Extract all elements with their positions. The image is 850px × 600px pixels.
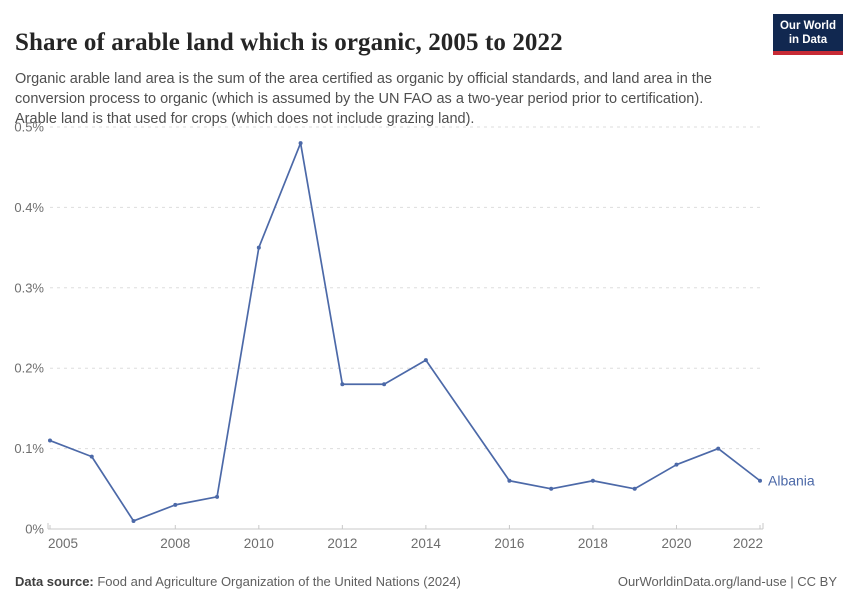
x-tick-label: 2014 <box>411 536 442 551</box>
owid-url-link[interactable]: OurWorldinData.org/land-use | CC BY <box>617 574 837 589</box>
data-source: Data source: Food and Agriculture Organi… <box>15 574 461 589</box>
line-chart-canvas[interactable]: 0% 0.1% 0.2% 0.3% 0.4% 0.5% 2005 2008 2010 2012 20… <box>0 115 850 560</box>
y-tick-label: 0.4% <box>14 200 44 215</box>
data-point <box>549 486 554 491</box>
owid-logo-line2: in Data <box>788 34 828 47</box>
owid-logo-line1: Our World <box>779 20 836 32</box>
data-point <box>632 486 637 491</box>
x-tick-label: 2005 <box>48 536 78 551</box>
y-tick-label: 0% <box>25 522 44 537</box>
data-source-text: Food and Agriculture Organization of the… <box>93 574 461 589</box>
x-tick-label: 2022 <box>733 536 763 551</box>
x-tick-label: 2016 <box>494 536 524 551</box>
owid-logo[interactable]: Our World in Data <box>772 14 843 56</box>
data-point <box>48 438 52 443</box>
x-tick-label: 2010 <box>244 536 274 551</box>
series-label-albania[interactable]: Albania <box>768 472 815 488</box>
data-point <box>423 358 428 363</box>
chart-footer: Data source: Food and Agriculture Organi… <box>15 574 837 589</box>
data-point <box>507 478 512 483</box>
data-point <box>298 141 303 146</box>
y-tick-label: 0.1% <box>14 441 44 456</box>
series-line-albania <box>49 142 761 522</box>
data-point <box>173 502 178 507</box>
data-source-label: Data source: <box>15 574 94 589</box>
data-point <box>716 446 721 451</box>
y-tick-label: 0.5% <box>14 120 44 135</box>
data-point <box>758 478 762 483</box>
data-point <box>131 518 136 523</box>
y-tick-label: 0.3% <box>14 280 44 295</box>
y-tick-label: 0.2% <box>14 361 44 376</box>
data-point <box>215 494 220 499</box>
x-tick-label: 2020 <box>661 536 691 551</box>
chart-title: Share of arable land which is organic, 2… <box>15 28 563 56</box>
data-point <box>590 478 595 483</box>
data-point <box>340 382 345 387</box>
data-point <box>674 462 679 467</box>
data-point <box>256 245 261 250</box>
x-tick-label: 2008 <box>160 536 190 551</box>
data-point <box>89 454 94 459</box>
chart-subtitle: Organic arable land area is the sum of t… <box>15 70 712 127</box>
data-point <box>382 382 387 387</box>
x-tick-label: 2012 <box>327 536 357 551</box>
x-tick-label: 2018 <box>578 536 608 551</box>
